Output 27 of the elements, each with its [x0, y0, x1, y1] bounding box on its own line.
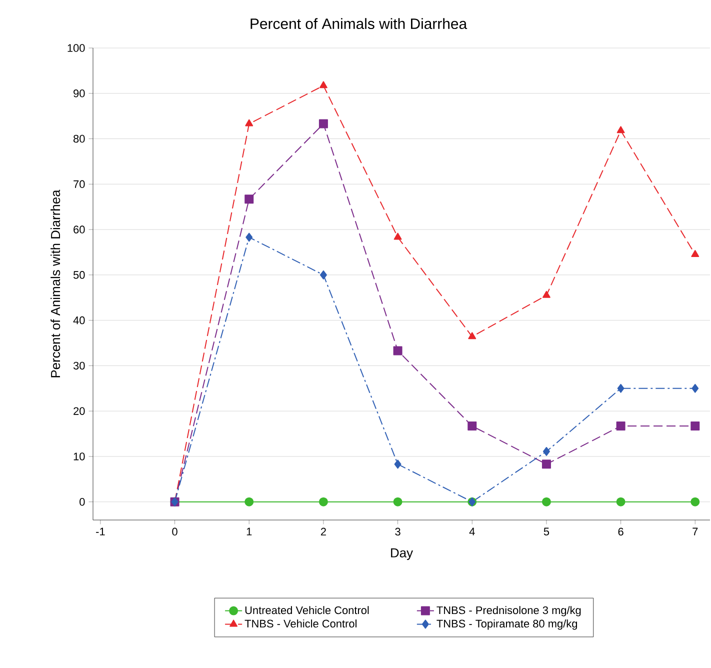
- y-tick-label: 30: [73, 362, 85, 370]
- x-tick-label: 7: [692, 528, 698, 536]
- x-tick-label: 0: [172, 528, 178, 536]
- y-tick-label: 60: [74, 226, 85, 234]
- legend-label: TNBS - Prednisolone 3 mg/kg: [436, 606, 581, 616]
- y-tick-label: 10: [74, 452, 85, 460]
- y-tick-label: 40: [73, 316, 85, 324]
- chart-title: Percent of Animals with Diarrhea: [250, 18, 468, 30]
- x-axis-title: Day: [391, 548, 413, 560]
- legend-label: TNBS - Topiramate 80 mg/kg: [436, 619, 578, 630]
- x-tick-label: 5: [544, 528, 550, 536]
- y-tick-label: 0: [80, 498, 85, 506]
- legend-label: Untreated Vehicle Control: [245, 606, 369, 614]
- x-tick-label: 6: [618, 528, 624, 536]
- x-tick-label: 1: [246, 528, 252, 536]
- x-tick-label: 2: [320, 528, 326, 536]
- x-tick-label: 4: [469, 528, 475, 536]
- x-tick-label: 3: [395, 528, 400, 536]
- y-tick-label: 20: [74, 407, 85, 415]
- y-tick-label: 90: [74, 90, 85, 98]
- legend-label: TNBS - Vehicle Control: [244, 619, 356, 628]
- y-tick-label: 70: [74, 180, 85, 188]
- y-axis-title: Percent of Animals with Diarrhea: [50, 190, 60, 378]
- y-tick-label: 50: [73, 271, 85, 279]
- y-tick-label: 80: [74, 134, 85, 143]
- x-tick-label: -1: [96, 528, 105, 536]
- y-tick-label: 100: [68, 44, 85, 52]
